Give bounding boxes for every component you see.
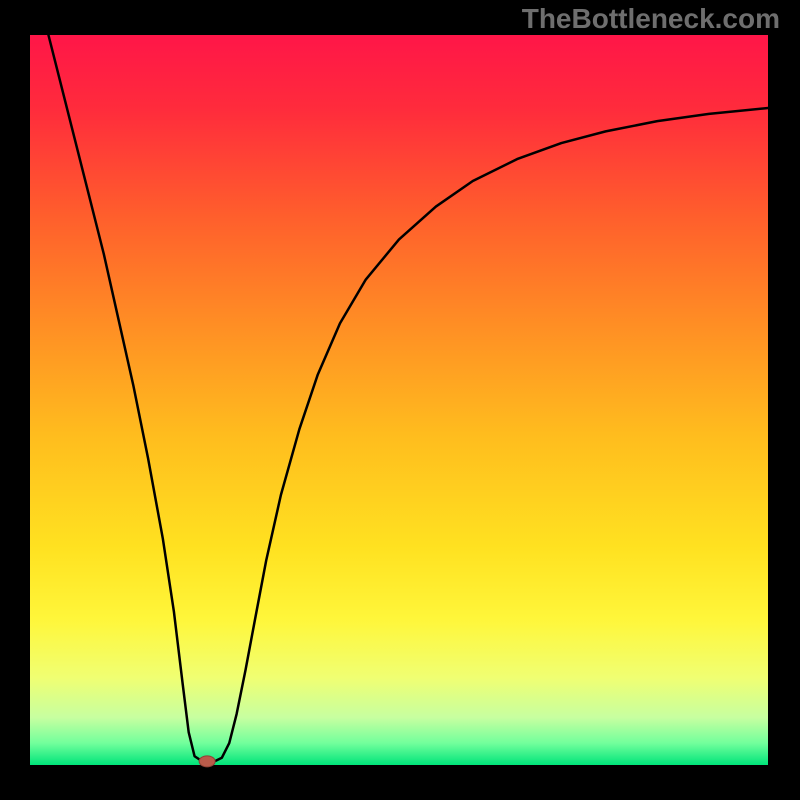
optimal-point-marker: [199, 756, 215, 767]
chart-plot-area: [30, 35, 768, 765]
bottleneck-chart: TheBottleneck.com: [0, 0, 800, 800]
watermark-text: TheBottleneck.com: [522, 3, 780, 34]
